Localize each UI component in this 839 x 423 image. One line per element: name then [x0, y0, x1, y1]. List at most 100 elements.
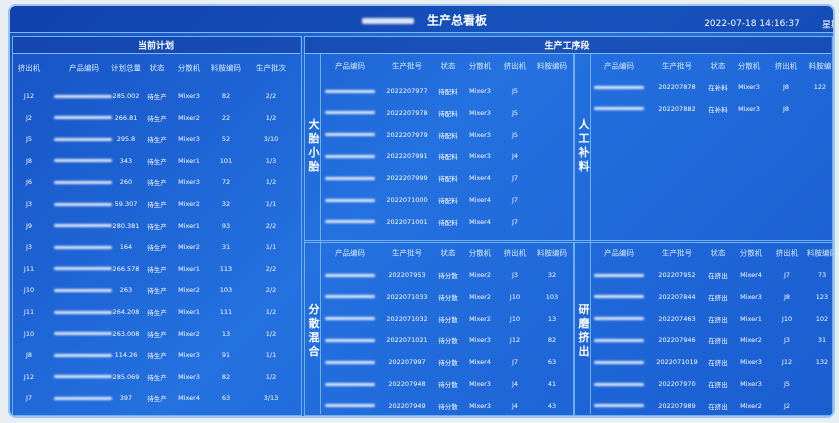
cell: Mixer3 [178, 135, 200, 144]
cell: 202207989 [658, 401, 696, 410]
product-code-blur [594, 382, 644, 386]
product-code-blur [54, 224, 112, 228]
column-header: 产品编码 [604, 248, 634, 258]
cell: J10 [509, 314, 521, 323]
column-header: 产品编码 [69, 63, 99, 73]
product-code-blur [54, 288, 112, 292]
cell: 1/1 [265, 200, 277, 208]
cell: 31 [817, 336, 827, 345]
product-code-blur [54, 94, 112, 98]
product-code-blur [325, 382, 375, 386]
product-code-blur [54, 137, 112, 141]
cell: J5 [511, 87, 519, 95]
cell: J7 [783, 271, 791, 279]
column-header: 状态 [710, 248, 726, 258]
cell: 2022071033 [386, 292, 428, 301]
cell: 263 [119, 286, 133, 295]
cell: J5 [25, 135, 33, 144]
cell: 待配料 [438, 88, 458, 96]
cell: 待分散 [438, 293, 458, 302]
cell: 2022207978 [386, 108, 428, 117]
divider [320, 54, 321, 414]
column-header: 挤出机 [17, 63, 41, 73]
cell: 260 [119, 178, 133, 187]
column-header: 料胺编 [808, 61, 832, 71]
product-code-blur [325, 273, 375, 277]
cell: 202207878 [658, 83, 696, 91]
datetime: 2022-07-18 14:16:37 [704, 19, 800, 29]
cell: 13 [547, 314, 557, 323]
cell: 103 [545, 292, 559, 301]
product-code-blur [54, 267, 112, 271]
product-code-blur [325, 295, 375, 299]
product-code-blur [325, 198, 375, 202]
cell: 在挤出 [708, 359, 728, 368]
cell: 1/2 [265, 329, 277, 338]
cell: 待生产 [147, 287, 167, 296]
product-code-blur [54, 180, 112, 184]
cell: 待生产 [147, 136, 167, 145]
cell: 2/2 [265, 92, 277, 100]
product-code-blur [594, 338, 644, 342]
cell: Mixer3 [740, 380, 762, 388]
cell: J10 [23, 329, 35, 338]
cell: J4 [511, 401, 519, 410]
cell: J8 [782, 83, 790, 91]
cell: J5 [511, 130, 519, 139]
cell: J2 [25, 113, 33, 122]
cell: 2022207977 [386, 87, 428, 95]
product-code-blur [594, 317, 644, 321]
cell: 在挤出 [708, 402, 728, 411]
cell: 91 [221, 351, 231, 360]
cell: 在挤出 [708, 381, 728, 389]
cell: J10 [23, 286, 35, 295]
page-title: 生产总看板 [426, 13, 488, 28]
cell: J7 [511, 217, 519, 226]
cell: Mixer3 [469, 336, 491, 345]
cell: 待生产 [147, 201, 167, 209]
cell: 82 [221, 372, 231, 381]
cell: 待配料 [438, 109, 458, 118]
section-box [304, 54, 574, 241]
cell: 123 [815, 292, 829, 301]
cell: 在挤出 [708, 337, 728, 346]
cell: 1/2 [265, 178, 277, 187]
cell: 待生产 [147, 179, 167, 188]
column-header: 状态 [440, 61, 456, 71]
cell: 待配料 [438, 218, 458, 227]
cell: 在补料 [708, 84, 728, 92]
product-code-blur [325, 111, 375, 115]
product-code-blur [54, 245, 112, 249]
cell: J12 [23, 372, 35, 381]
cell: Mixer4 [469, 358, 491, 367]
cell: 32 [547, 271, 557, 279]
cell: 285.069 [112, 372, 140, 381]
cell: 1/1 [265, 243, 277, 252]
column-header: 生产批号 [392, 61, 422, 71]
product-code-blur [325, 154, 375, 158]
column-header: 生产批号 [662, 61, 692, 71]
product-code-blur [594, 273, 644, 277]
cell: 待生产 [147, 157, 167, 166]
cell: Mixer2 [178, 113, 200, 122]
cell: Mixer4 [740, 271, 762, 279]
column-header: 分散机 [177, 63, 201, 73]
plan-title-bar [13, 37, 300, 54]
cell: 2022207999 [386, 174, 428, 183]
cell: 1/1 [265, 351, 277, 360]
cell: 266.81 [114, 113, 138, 122]
cell: 164 [119, 243, 133, 252]
column-header: 分散机 [739, 248, 763, 258]
cell: 待分散 [438, 337, 458, 346]
column-header: 料胺编码 [807, 248, 835, 258]
cell: J7 [511, 174, 519, 183]
cell: 在挤出 [708, 293, 728, 302]
cell: Mixer3 [469, 108, 491, 117]
cell: 101 [219, 156, 233, 165]
cell: Mixer1 [178, 264, 200, 273]
cell: Mixer2 [469, 271, 491, 279]
plan-title: 当前计划 [137, 41, 175, 52]
cell: Mixer2 [178, 329, 200, 338]
cell: Mixer2 [740, 336, 762, 345]
cell: 202207948 [388, 380, 426, 388]
